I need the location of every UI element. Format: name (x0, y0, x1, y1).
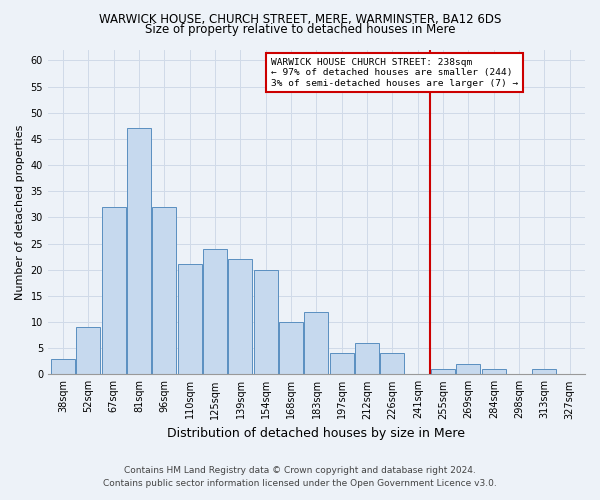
Bar (355, 343, 379, 374)
Bar (102, 207, 126, 374)
Bar (482, 369, 506, 374)
Bar (51, 358, 75, 374)
Bar (229, 259, 253, 374)
Bar (457, 364, 481, 374)
Bar (254, 270, 278, 374)
Y-axis label: Number of detached properties: Number of detached properties (15, 124, 25, 300)
Bar (380, 354, 404, 374)
Bar (532, 369, 556, 374)
Bar (431, 369, 455, 374)
Bar (178, 264, 202, 374)
Bar (330, 354, 354, 374)
Bar (203, 249, 227, 374)
X-axis label: Distribution of detached houses by size in Mere: Distribution of detached houses by size … (167, 427, 466, 440)
Text: Contains HM Land Registry data © Crown copyright and database right 2024.
Contai: Contains HM Land Registry data © Crown c… (103, 466, 497, 487)
Bar (76, 327, 100, 374)
Text: WARWICK HOUSE, CHURCH STREET, MERE, WARMINSTER, BA12 6DS: WARWICK HOUSE, CHURCH STREET, MERE, WARM… (99, 12, 501, 26)
Bar (152, 207, 176, 374)
Text: Size of property relative to detached houses in Mere: Size of property relative to detached ho… (145, 22, 455, 36)
Bar (304, 312, 328, 374)
Bar (127, 128, 151, 374)
Bar (279, 322, 303, 374)
Text: WARWICK HOUSE CHURCH STREET: 238sqm
← 97% of detached houses are smaller (244)
3: WARWICK HOUSE CHURCH STREET: 238sqm ← 97… (271, 58, 518, 88)
